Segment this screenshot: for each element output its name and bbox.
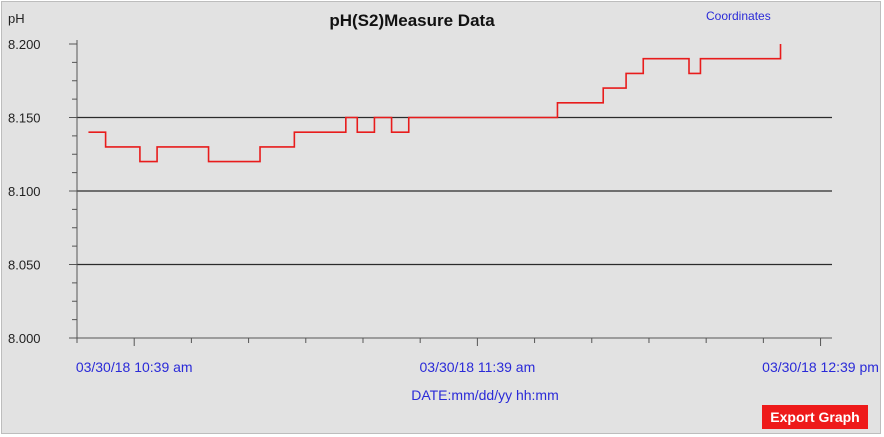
y-tick-label: 8.050	[8, 258, 41, 273]
coordinates-link[interactable]: Coordinates	[706, 9, 771, 23]
grid-lines	[77, 116, 832, 266]
y-tick-label: 8.100	[8, 184, 41, 199]
x-tick-label: 03/30/18 10:39 am	[76, 359, 193, 375]
x-tick-label: 03/30/18 11:39 am	[420, 359, 536, 375]
y-tick-label: 8.150	[8, 111, 41, 126]
x-tick-label: 03/30/18 12:39 pm	[762, 359, 879, 375]
x-tick-labels: 03/30/18 10:39 am 03/30/18 11:39 am 03/30/…	[76, 359, 879, 375]
ph-series-line	[88, 44, 782, 163]
x-axis-title: DATE:mm/dd/yy hh:mm	[411, 387, 559, 403]
series-layer	[88, 44, 782, 163]
y-tick-label: 8.200	[8, 37, 41, 52]
axes	[69, 40, 832, 346]
chart-title: pH(S2)Measure Data	[329, 11, 495, 30]
export-graph-button[interactable]: Export Graph	[762, 405, 868, 429]
y-tick-label: 8.000	[8, 331, 41, 346]
y-tick-labels: 8.000 8.050 8.100 8.150 8.200	[8, 37, 41, 346]
y-axis-label: pH	[8, 11, 25, 26]
